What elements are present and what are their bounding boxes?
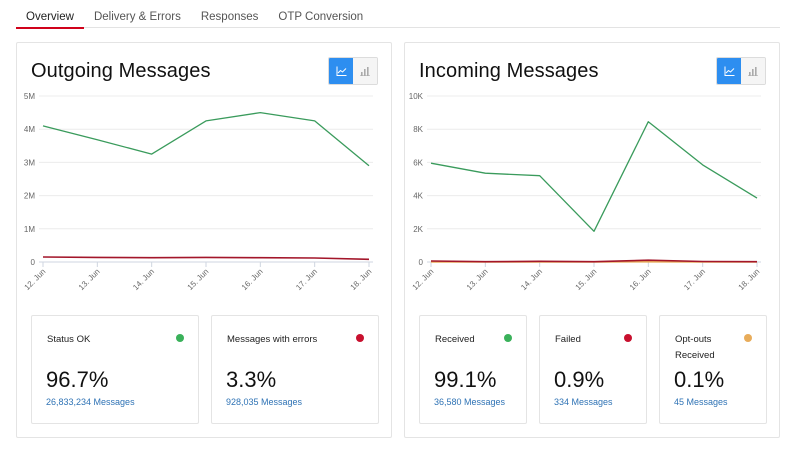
tab-bar: Overview Delivery & Errors Responses OTP… <box>16 8 780 29</box>
y-tick-label: 2M <box>24 192 35 201</box>
y-tick-label: 8K <box>413 125 423 134</box>
y-tick-label: 10K <box>409 92 424 101</box>
x-tick-label: 13. Jun <box>77 267 102 292</box>
tab-otp-conversion[interactable]: OTP Conversion <box>278 11 364 23</box>
card-label: Opt-outs Received <box>675 334 715 361</box>
x-tick-label: 14. Jun <box>519 267 544 292</box>
y-tick-label: 5M <box>24 92 35 101</box>
bar-chart-icon <box>747 67 758 76</box>
tab-overview[interactable]: Overview <box>16 8 84 29</box>
messages-with-errors-card: Messages with errors 3.3% 928,035 Messag… <box>211 315 379 424</box>
green-status-dot-icon <box>504 334 512 342</box>
series-line[interactable] <box>430 259 758 263</box>
incoming-chart-type-toggle <box>716 57 766 85</box>
y-tick-label: 0 <box>31 258 36 267</box>
card-message-count-link[interactable]: 334 Messages <box>554 397 613 407</box>
x-tick-label: 17. Jun <box>682 267 707 292</box>
outgoing-line-chart: 0 1M 2M 3M 4M 5M 12. Jun 13. Jun 14. Jun 15. Jun 1… <box>17 87 393 313</box>
y-tick-label: 3M <box>24 158 35 167</box>
bar-chart-icon <box>359 67 370 76</box>
bar-chart-button[interactable] <box>353 58 377 84</box>
failed-card: Failed 0.9% 334 Messages <box>539 315 647 424</box>
card-label: Status OK <box>47 334 91 345</box>
x-tick-label: 16. Jun <box>240 267 265 292</box>
series-line[interactable] <box>42 256 370 261</box>
outgoing-title: Outgoing Messages <box>31 60 211 82</box>
green-status-dot-icon <box>176 334 184 342</box>
y-tick-label: 2K <box>413 225 423 234</box>
card-label: Messages with errors <box>227 334 318 345</box>
y-tick-label: 1M <box>24 225 35 234</box>
card-message-count-link[interactable]: 36,580 Messages <box>434 397 506 407</box>
chart-gridlines <box>39 95 373 267</box>
card-message-count-link[interactable]: 45 Messages <box>674 397 728 407</box>
tab-responses[interactable]: Responses <box>200 11 259 23</box>
x-tick-label: 15. Jun <box>185 267 210 292</box>
card-label: Received <box>435 334 475 345</box>
incoming-line-chart: 0 2K 4K 6K 8K 10K 12. Jun 13. Jun 14. Jun 15. Jun… <box>405 87 781 313</box>
incoming-stat-cards: Received 99.1% 36,580 Messages Failed 0.… <box>419 315 767 424</box>
outgoing-stat-cards: Status OK 96.7% 26,833,234 Messages Mess… <box>31 315 379 424</box>
red-status-dot-icon <box>356 334 364 342</box>
x-tick-label: 17. Jun <box>294 267 319 292</box>
outgoing-messages-panel: Outgoing Messages 0 1M 2M 3M 4M 5M 12. Jun 13. … <box>16 42 392 438</box>
card-message-count-link[interactable]: 26,833,234 Messages <box>46 397 135 407</box>
outgoing-chart-type-toggle <box>328 57 378 85</box>
x-tick-label: 16. Jun <box>628 267 653 292</box>
series-line[interactable] <box>42 111 370 167</box>
incoming-title: Incoming Messages <box>419 60 599 82</box>
bar-chart-button[interactable] <box>741 58 765 84</box>
card-percentage: 0.9% <box>554 367 605 392</box>
card-percentage: 3.3% <box>226 367 277 392</box>
x-tick-label: 14. Jun <box>131 267 156 292</box>
x-tick-label: 12. Jun <box>22 267 47 292</box>
line-chart-button[interactable] <box>717 58 741 84</box>
incoming-messages-panel: Incoming Messages 0 2K 4K 6K 8K 10K 12. Jun 13.… <box>404 42 780 438</box>
y-tick-label: 0 <box>419 258 424 267</box>
card-message-count-link[interactable]: 928,035 Messages <box>226 397 303 407</box>
x-tick-label: 18. Jun <box>736 267 761 292</box>
line-chart-icon <box>336 66 346 76</box>
y-tick-label: 4K <box>413 192 423 201</box>
x-tick-label: 18. Jun <box>348 267 373 292</box>
status-ok-card: Status OK 96.7% 26,833,234 Messages <box>31 315 199 424</box>
card-percentage: 96.7% <box>46 367 109 392</box>
x-tick-label: 13. Jun <box>465 267 490 292</box>
opt-outs-received-card: Opt-outs Received 0.1% 45 Messages <box>659 315 767 424</box>
y-tick-label: 4M <box>24 125 35 134</box>
card-percentage: 99.1% <box>434 367 497 392</box>
x-tick-label: 12. Jun <box>410 267 435 292</box>
chart-gridlines <box>427 95 761 267</box>
line-chart-button[interactable] <box>329 58 353 84</box>
card-percentage: 0.1% <box>674 367 725 392</box>
received-card: Received 99.1% 36,580 Messages <box>419 315 527 424</box>
x-tick-label: 15. Jun <box>573 267 598 292</box>
red-status-dot-icon <box>624 334 632 342</box>
card-label: Failed <box>555 334 581 345</box>
tab-delivery-errors[interactable]: Delivery & Errors <box>93 11 181 23</box>
line-chart-icon <box>724 66 734 76</box>
series-line[interactable] <box>430 121 758 232</box>
orange-status-dot-icon <box>744 334 752 342</box>
y-tick-label: 6K <box>413 158 423 167</box>
